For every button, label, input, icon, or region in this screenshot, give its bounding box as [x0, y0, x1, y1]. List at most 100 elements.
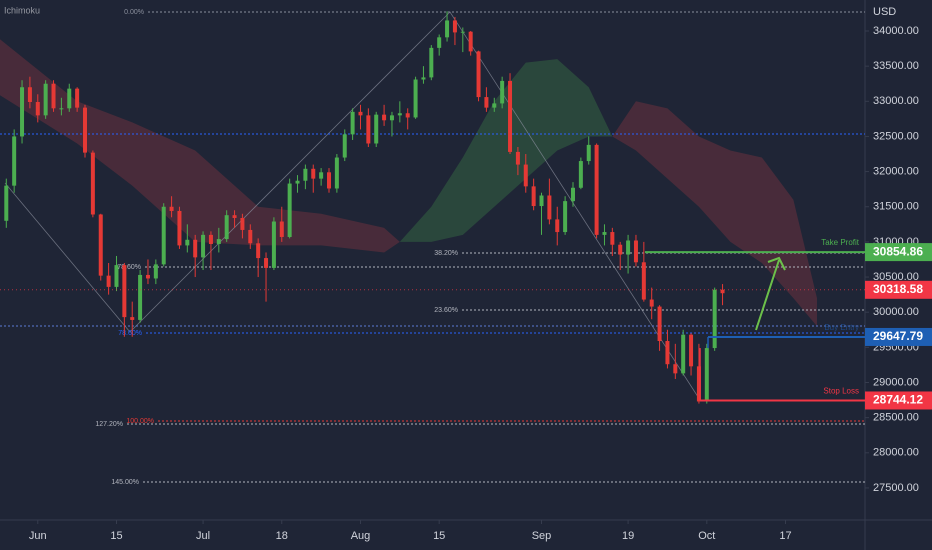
trade-level-label: Take Profit — [821, 238, 860, 247]
last-price-tag — [865, 280, 932, 299]
candle-body — [83, 107, 88, 153]
candle-body — [287, 183, 292, 237]
candle-body — [51, 83, 56, 109]
candle-body — [98, 214, 103, 276]
candle-body — [161, 206, 166, 265]
candle-body — [153, 264, 158, 279]
fib-level-label: 38.20% — [434, 250, 458, 257]
last-price-label: 30318.58 — [873, 282, 923, 296]
candle-body — [633, 240, 638, 263]
candle-body — [421, 77, 426, 80]
candle-body — [319, 172, 324, 179]
candle-body — [106, 275, 111, 287]
candle-body — [602, 232, 607, 235]
y-tick-label: 29000.00 — [873, 376, 919, 388]
fib-trend-line — [4, 11, 701, 401]
y-tick-label: 30500.00 — [873, 271, 919, 283]
candle-body — [539, 195, 544, 207]
candle-body — [515, 151, 520, 165]
candle-body — [224, 215, 229, 240]
candle-body — [460, 31, 465, 33]
fib-level-label: 127.20% — [95, 421, 123, 428]
candle-body — [531, 186, 536, 207]
candle-body — [696, 366, 701, 402]
candle-body — [240, 217, 245, 230]
trade-level-label: Stop Loss — [823, 387, 859, 396]
candle-body — [492, 103, 497, 108]
candle-body — [712, 289, 717, 349]
x-tick-label: Sep — [532, 530, 552, 542]
candle-body — [468, 31, 473, 52]
projection-arrow — [755, 259, 780, 331]
candle-body — [256, 243, 261, 259]
candle-body — [169, 206, 174, 211]
candle-body — [594, 144, 599, 235]
candle-body — [586, 144, 591, 162]
price-tag-label: 29647.79 — [873, 329, 923, 343]
candle-body — [334, 157, 339, 189]
candle-body — [445, 20, 450, 38]
candle-body — [452, 20, 457, 33]
currency-label: USD — [873, 6, 896, 18]
fib-level-label: 145.00% — [111, 479, 139, 486]
candle-body — [508, 80, 513, 152]
candle-body — [641, 262, 646, 300]
candle-body — [397, 113, 402, 116]
candle-body — [657, 306, 662, 342]
y-tick-label: 33500.00 — [873, 60, 919, 72]
candle-body — [311, 168, 316, 179]
candle-body — [389, 115, 394, 121]
candle-body — [570, 187, 575, 202]
x-tick-label: Jun — [29, 530, 47, 542]
ichimoku-cloud — [612, 101, 817, 327]
candle-body — [216, 239, 221, 245]
price-tag-label: 30854.86 — [873, 244, 923, 258]
y-tick-label: 30000.00 — [873, 306, 919, 318]
candle-body — [563, 201, 568, 233]
candle-body — [248, 229, 253, 244]
ichimoku-cloud — [399, 59, 613, 242]
candle-body — [555, 219, 560, 233]
x-tick-label: 19 — [622, 530, 634, 542]
x-tick-label: 15 — [433, 530, 445, 542]
price-tag — [865, 391, 932, 410]
candle-body — [547, 195, 552, 220]
trade-level-label: Buy Entry — [824, 323, 859, 332]
candle-body — [90, 152, 95, 215]
candle-body — [626, 240, 631, 255]
candle-body — [429, 47, 434, 78]
x-tick-label: 18 — [276, 530, 288, 542]
candle-body — [67, 88, 72, 109]
fib-level-label: 78.60% — [117, 264, 141, 271]
y-tick-label: 32000.00 — [873, 166, 919, 178]
candle-body — [185, 239, 190, 246]
candle-body — [43, 83, 48, 116]
candle-body — [122, 265, 127, 318]
candle-body — [12, 136, 17, 186]
candle-body — [193, 239, 198, 258]
candle-body — [618, 244, 623, 255]
candle-body — [673, 364, 678, 374]
candle-body — [689, 334, 694, 367]
candle-body — [476, 51, 481, 98]
candle-body — [138, 274, 143, 320]
candle-body — [649, 299, 654, 307]
candle-body — [484, 97, 489, 108]
y-tick-label: 34000.00 — [873, 25, 919, 37]
candle-body — [35, 102, 40, 116]
x-tick-label: Oct — [698, 530, 715, 542]
ichimoku-cloud — [0, 39, 400, 253]
price-tag — [865, 243, 932, 262]
candle-body — [20, 87, 25, 137]
candle-body — [437, 37, 442, 48]
candle-body — [303, 168, 308, 181]
candle-body — [523, 164, 528, 187]
projection-arrowhead — [767, 256, 786, 271]
candle-body — [232, 215, 237, 218]
candle-body — [500, 80, 505, 104]
price-tag-label: 28744.12 — [873, 393, 923, 407]
x-tick-label: Jul — [196, 530, 210, 542]
candle-body — [413, 79, 418, 118]
candle-body — [704, 348, 709, 402]
